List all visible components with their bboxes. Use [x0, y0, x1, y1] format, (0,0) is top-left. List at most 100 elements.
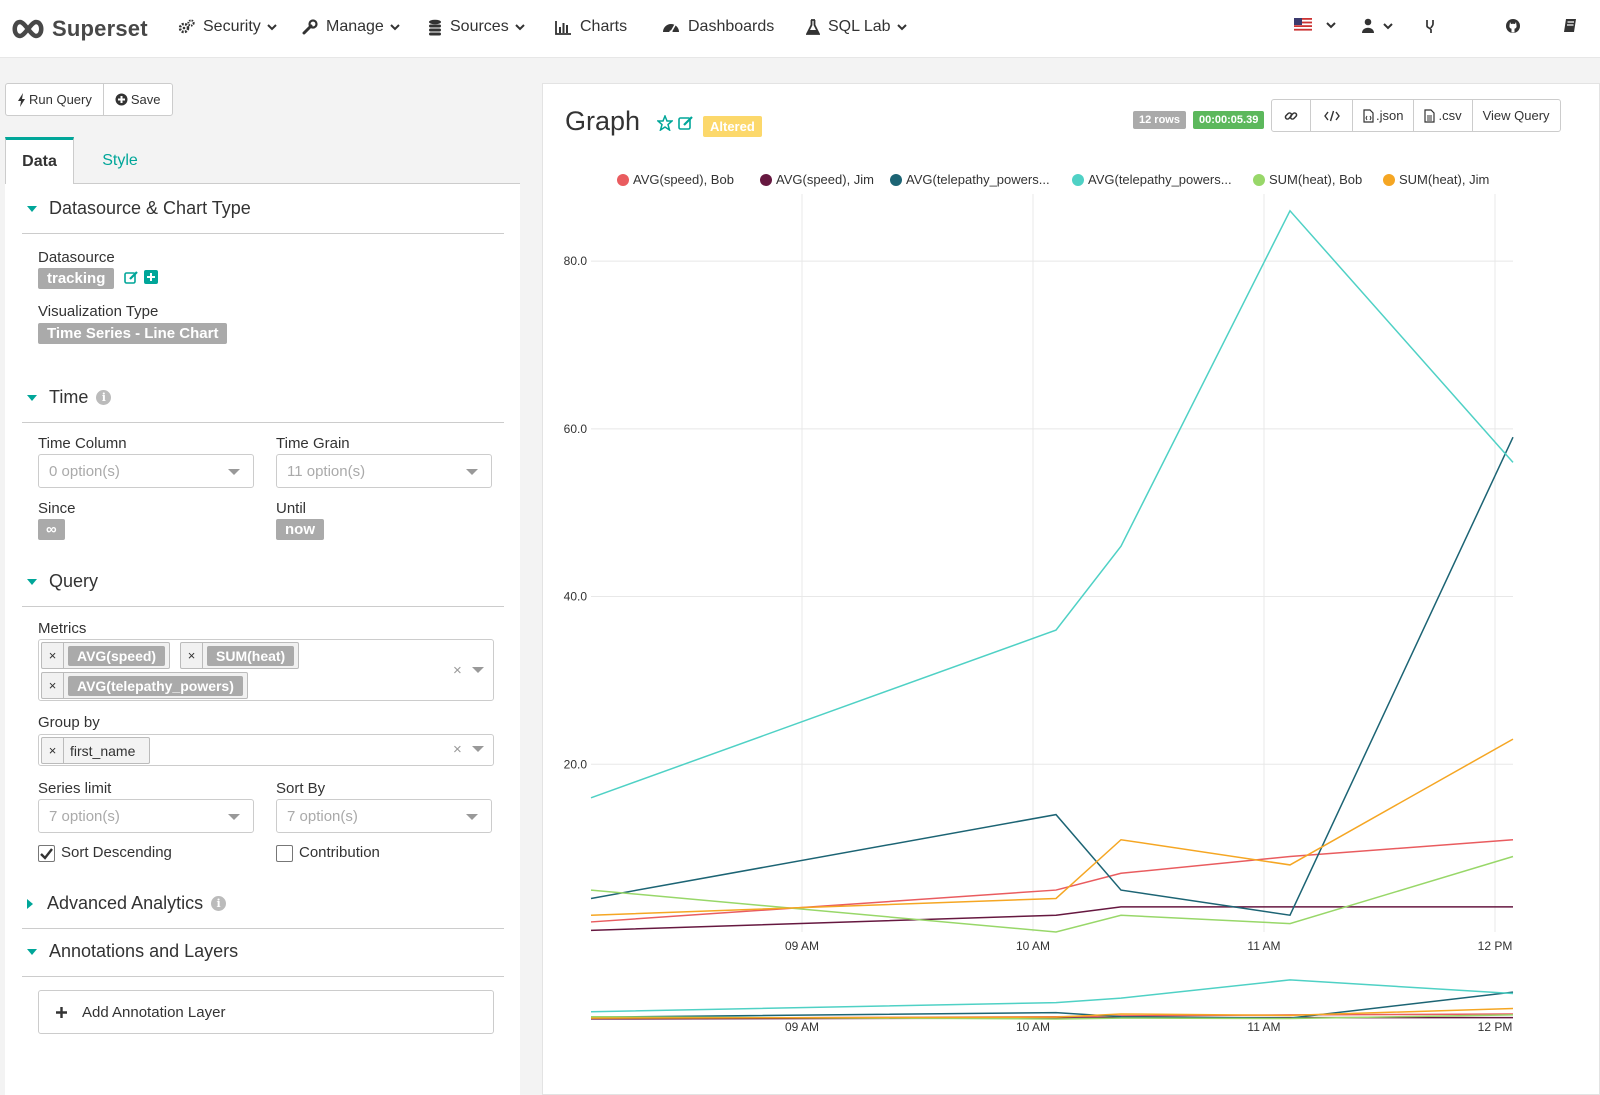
viz-type-value[interactable]: Time Series - Line Chart [38, 323, 228, 344]
time-grain-select[interactable]: 11 option(s) [276, 454, 492, 488]
run-query-label: Run Query [29, 92, 92, 107]
link-icon [1284, 111, 1298, 120]
us-flag-icon [1294, 18, 1312, 31]
tab-style[interactable]: Style [102, 151, 138, 169]
clear-icon[interactable]: × [453, 741, 462, 758]
metric-chip-label: SUM(heat) [207, 645, 295, 666]
series-limit-select[interactable]: 7 option(s) [38, 799, 254, 833]
edit-icon[interactable] [678, 115, 694, 131]
nav-security[interactable]: Security [178, 18, 285, 36]
export-json-button[interactable]: .json [1352, 100, 1413, 131]
legend-item[interactable]: AVG(telepathy_powers... [1072, 172, 1232, 187]
brand-name: Superset [52, 15, 148, 41]
chevron-down-icon [1326, 21, 1336, 28]
time-column-select[interactable]: 0 option(s) [38, 454, 254, 488]
copy-link-button[interactable] [1272, 100, 1310, 131]
edit-icon[interactable] [124, 270, 139, 285]
nav-security-label: Security [203, 18, 261, 35]
nav-sql-lab-label: SQL Lab [828, 18, 891, 35]
user-menu[interactable] [1362, 18, 1393, 33]
export-csv-button[interactable]: .csv [1413, 100, 1471, 131]
section-advanced-analytics[interactable]: Advanced Analytics i [22, 879, 504, 929]
legend-item[interactable]: AVG(speed), Bob [617, 172, 734, 187]
add-annotation-layer-button[interactable]: Add Annotation Layer [38, 990, 494, 1034]
remove-icon[interactable]: × [42, 673, 64, 698]
nav-dashboards[interactable]: Dashboards [662, 18, 774, 36]
contribution-checkbox[interactable] [276, 845, 293, 862]
nav-sources-label: Sources [450, 18, 509, 35]
save-label: Save [130, 92, 161, 107]
metrics-select[interactable]: × AVG(speed) × SUM(heat) × AVG(telepathy… [38, 639, 494, 701]
export-csv-label: .csv [1438, 108, 1462, 123]
plus-circle-icon [115, 93, 128, 106]
context-series-line [590, 979, 1514, 1013]
legend-label: AVG(telepathy_powers... [1088, 172, 1232, 187]
until-value[interactable]: now [276, 519, 324, 540]
add-icon[interactable] [144, 270, 158, 284]
x-tick-label: 11 AM [1247, 939, 1280, 953]
context-series-line [590, 991, 1514, 1019]
groupby-select[interactable]: × first_name × [38, 734, 494, 766]
brand[interactable]: Superset [10, 16, 170, 42]
series-line [590, 855, 1514, 933]
chevron-down-icon [1383, 22, 1393, 29]
checkmark-icon [40, 848, 53, 860]
x-tick-label: 09 AM [785, 939, 819, 953]
legend-dot [617, 173, 629, 186]
section-datasource-chart-type[interactable]: Datasource & Chart Type [22, 184, 504, 234]
clear-icon[interactable]: × [453, 662, 462, 679]
x-tick-label: 12 PM [1478, 939, 1513, 953]
groupby-chip-label: first_name [70, 742, 136, 759]
embed-code-button[interactable] [1310, 100, 1352, 131]
section-title: Datasource & Chart Type [49, 198, 251, 218]
sort-descending-checkbox[interactable] [38, 845, 55, 862]
legend-item[interactable]: SUM(heat), Jim [1383, 172, 1489, 187]
legend-item[interactable]: SUM(heat), Bob [1253, 172, 1362, 187]
dropdown-arrow-icon[interactable] [472, 667, 484, 673]
y-tick-label: 60.0 [564, 422, 588, 436]
language-menu[interactable] [1294, 18, 1336, 31]
legend-label: AVG(telepathy_powers... [906, 172, 1050, 187]
time-column-label: Time Column [38, 435, 127, 452]
run-query-button[interactable]: Run Query [6, 84, 103, 115]
remove-icon[interactable]: × [42, 643, 64, 668]
file-text-icon [1424, 108, 1436, 123]
viz-type-label: Visualization Type [38, 303, 159, 320]
info-icon[interactable]: i [96, 390, 112, 405]
caret-down-icon [27, 394, 37, 401]
dropdown-arrow-icon[interactable] [472, 746, 484, 752]
star-icon[interactable] [657, 115, 673, 131]
section-time[interactable]: Time i [22, 373, 504, 423]
version-link[interactable] [1425, 18, 1435, 34]
altered-badge: Altered [703, 116, 762, 137]
nav-sql-lab[interactable]: SQL Lab [806, 18, 915, 36]
datasource-value[interactable]: tracking [38, 268, 115, 289]
info-icon[interactable]: i [211, 896, 227, 911]
view-query-button[interactable]: View Query [1471, 100, 1560, 131]
context-x-tick-label: 11 AM [1247, 1020, 1280, 1034]
docs-link[interactable] [1563, 18, 1577, 33]
remove-icon[interactable]: × [181, 643, 203, 668]
section-title: Query [49, 571, 99, 591]
save-button[interactable]: Save [102, 84, 172, 115]
legend-item[interactable]: AVG(speed), Jim [760, 172, 874, 187]
github-link[interactable] [1505, 18, 1521, 34]
dashboard-icon [663, 24, 679, 34]
context-x-tick-label: 12 PM [1478, 1020, 1513, 1034]
since-value[interactable]: ∞ [38, 519, 65, 540]
section-annotations[interactable]: Annotations and Layers [22, 927, 504, 977]
sort-by-select[interactable]: 7 option(s) [276, 799, 492, 833]
tab-data[interactable]: Data [5, 137, 74, 184]
nav-charts[interactable]: Charts [555, 18, 627, 36]
bar-chart-icon [555, 20, 571, 35]
nav-manage[interactable]: Manage [302, 18, 408, 36]
legend-item[interactable]: AVG(telepathy_powers... [890, 172, 1050, 187]
remove-icon[interactable]: × [42, 738, 64, 763]
nav-sources[interactable]: Sources [428, 18, 533, 36]
section-query[interactable]: Query [22, 557, 504, 607]
caret-down-icon [27, 205, 37, 212]
database-icon [429, 19, 441, 35]
chart-title[interactable]: Graph [565, 106, 641, 136]
dropdown-arrow-icon [228, 814, 240, 820]
context-series-line [590, 1007, 1514, 1019]
